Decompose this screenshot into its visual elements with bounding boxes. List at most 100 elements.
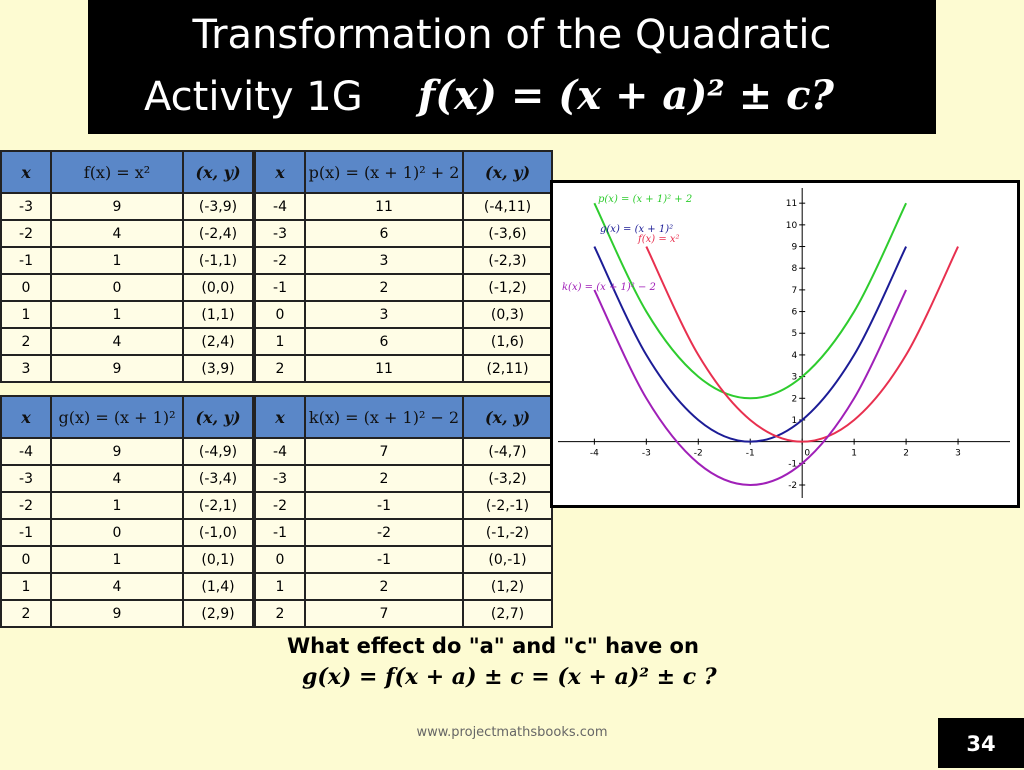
- cell: 11: [304, 354, 464, 383]
- data-table: x p(x) = (x + 1)² + 2 (x, y) -4 11 (-4,11) -3 6…: [254, 150, 553, 383]
- row: 1 1 (1,1): [0, 300, 254, 329]
- cell: -1: [254, 273, 306, 302]
- header-cell: x: [0, 150, 52, 194]
- cell: 9: [50, 437, 184, 466]
- cell: 1: [0, 572, 52, 601]
- cell: 1: [254, 572, 306, 601]
- cell: (3,9): [182, 354, 254, 383]
- cell: 1: [50, 545, 184, 574]
- header-cell: x: [0, 395, 52, 439]
- cell: -1: [304, 491, 464, 520]
- y-tick-label: -1: [788, 459, 797, 469]
- cell: -2: [304, 518, 464, 547]
- cell: (-1,-2): [462, 518, 553, 547]
- x-tick-label: -2: [694, 449, 703, 459]
- y-tick-label: 2: [791, 394, 797, 404]
- curve: [645, 246, 959, 443]
- cell: 7: [304, 599, 464, 628]
- cell: -4: [254, 192, 306, 221]
- cell: 9: [50, 354, 184, 383]
- cell: -3: [254, 464, 306, 493]
- cell: 2: [304, 572, 464, 601]
- y-tick-label: 6: [791, 308, 797, 318]
- cell: 2: [254, 354, 306, 383]
- title-line: Activity 1G: [144, 74, 363, 120]
- cell: (1,2): [462, 572, 553, 601]
- cell: 3: [0, 354, 52, 383]
- cell: 0: [50, 518, 184, 547]
- row: -3 6 (-3,6): [254, 219, 553, 248]
- cell: (-3,9): [182, 192, 254, 221]
- x-tick-label: -3: [642, 449, 651, 459]
- cell: 4: [50, 327, 184, 356]
- row: -2 -1 (-2,-1): [254, 491, 553, 520]
- cell: -3: [254, 219, 306, 248]
- cell: -3: [0, 192, 52, 221]
- header-cell: (x, y): [182, 395, 254, 439]
- cell: -2: [0, 219, 52, 248]
- question: What effect do "a" and "c" have on: [287, 634, 699, 658]
- curve-label: f(x) = x²: [637, 234, 680, 245]
- cell: 9: [50, 599, 184, 628]
- cell: (-2,1): [182, 491, 254, 520]
- curve: [593, 246, 907, 443]
- cell: 4: [50, 464, 184, 493]
- graph-frame: [550, 180, 1020, 508]
- cell: 3: [304, 300, 464, 329]
- cell: 0: [50, 273, 184, 302]
- cell: (-3,2): [462, 464, 553, 493]
- data-table: x k(x) = (x + 1)² − 2 (x, y) -4 7 (-4,7) -3 2 (-…: [254, 395, 553, 628]
- cell: 2: [254, 599, 306, 628]
- data-table: x g(x) = (x + 1)² (x, y) -4 9 (-4,9) -3 4 (-3,4)…: [0, 395, 254, 628]
- title-box: Transformation of the Quadratic Activity…: [88, 0, 936, 134]
- cell: 1: [50, 246, 184, 275]
- curve-label: g(x) = (x + 1)²: [600, 224, 673, 235]
- row: -4 7 (-4,7): [254, 437, 553, 466]
- cell: 11: [304, 192, 464, 221]
- cell: (0,3): [462, 300, 553, 329]
- cell: 1: [0, 300, 52, 329]
- cell: (-4,11): [462, 192, 553, 221]
- header-row: x p(x) = (x + 1)² + 2 (x, y): [254, 150, 553, 194]
- cell: -1: [254, 518, 306, 547]
- row: -1 2 (-1,2): [254, 273, 553, 302]
- x-tick-label: 1: [851, 449, 857, 459]
- data-table: x f(x) = x² (x, y) -3 9 (-3,9) -2 4 (-2,4) -1 1 (-1…: [0, 150, 254, 383]
- cell: -1: [0, 518, 52, 547]
- cell: -2: [254, 491, 306, 520]
- row: -3 4 (-3,4): [0, 464, 254, 493]
- row: -3 2 (-3,2): [254, 464, 553, 493]
- cell: (2,7): [462, 599, 553, 628]
- cell: (1,1): [182, 300, 254, 329]
- row: 0 1 (0,1): [0, 545, 254, 574]
- row: 1 4 (1,4): [0, 572, 254, 601]
- y-tick-label: 5: [791, 329, 797, 339]
- x-tick-label: 2: [903, 449, 909, 459]
- header-row: x k(x) = (x + 1)² − 2 (x, y): [254, 395, 553, 439]
- header-cell: k(x) = (x + 1)² − 2: [304, 395, 464, 439]
- cell: 7: [304, 437, 464, 466]
- cell: (-2,3): [462, 246, 553, 275]
- footer: www.projectmathsbooks.com: [416, 725, 608, 740]
- cell: 1: [50, 300, 184, 329]
- y-tick-label: 3: [791, 373, 797, 383]
- title-line: Transformation of the Quadratic: [192, 12, 832, 58]
- header-cell: (x, y): [462, 150, 553, 194]
- row: -4 11 (-4,11): [254, 192, 553, 221]
- header-cell: x: [254, 395, 306, 439]
- cell: 1: [254, 327, 306, 356]
- y-tick-label: 9: [791, 243, 797, 253]
- cell: (-1,0): [182, 518, 254, 547]
- cell: (-1,1): [182, 246, 254, 275]
- row: 0 0 (0,0): [0, 273, 254, 302]
- cell: -1: [304, 545, 464, 574]
- cell: (0,-1): [462, 545, 553, 574]
- cell: (-1,2): [462, 273, 553, 302]
- cell: (-3,4): [182, 464, 254, 493]
- header-row: x f(x) = x² (x, y): [0, 150, 254, 194]
- cell: 9: [50, 192, 184, 221]
- y-tick-label: 8: [791, 264, 797, 274]
- cell: (-2,-1): [462, 491, 553, 520]
- cell: 1: [50, 491, 184, 520]
- cell: 0: [0, 273, 52, 302]
